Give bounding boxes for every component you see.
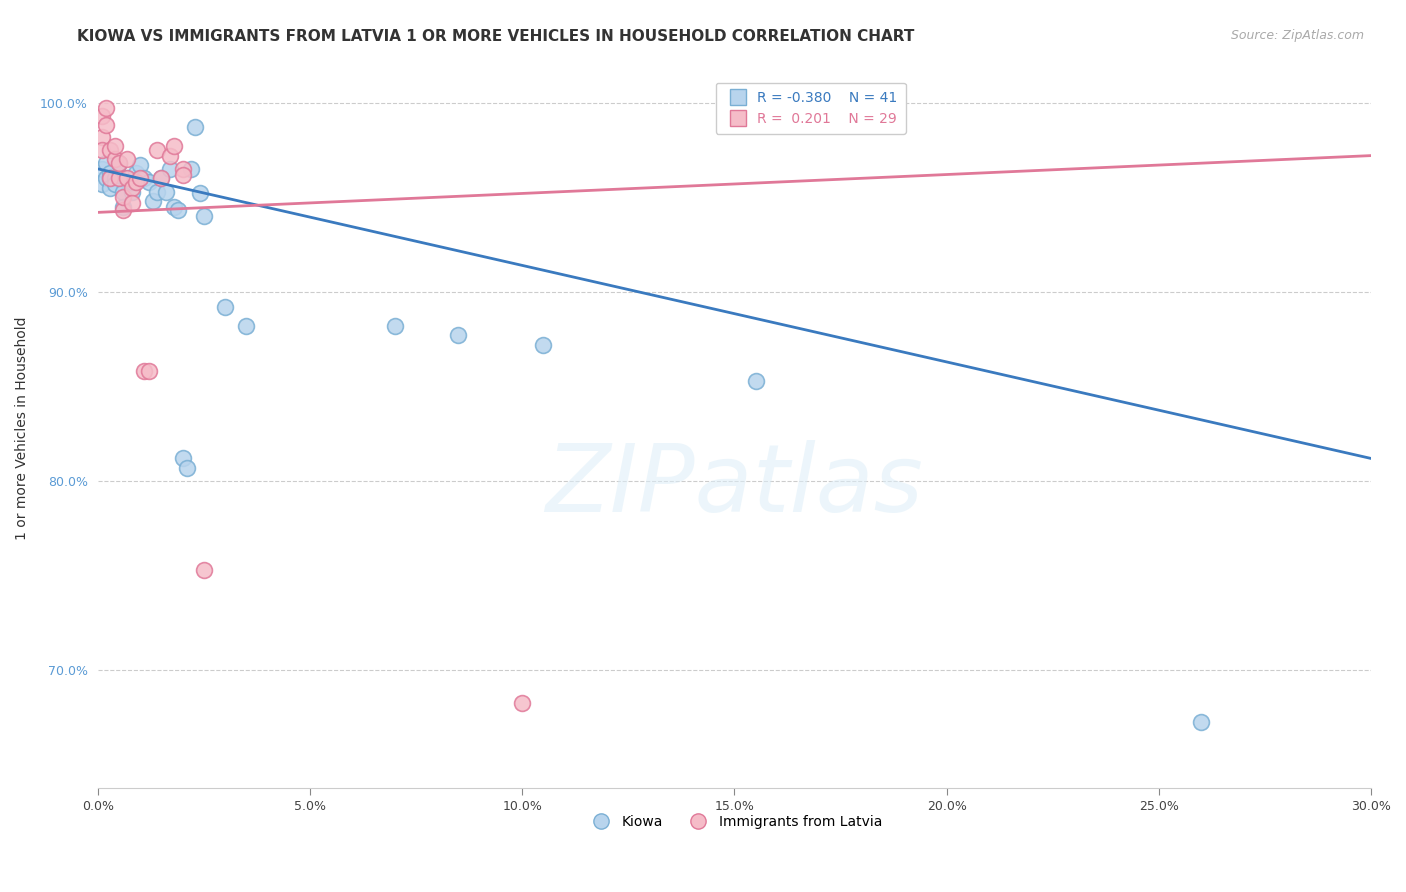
Point [176,461,198,475]
Point [112,190,135,204]
Point [134,171,156,186]
Point [112,200,135,214]
Point [159,161,181,176]
Point [384,318,406,333]
Point [214,300,236,314]
Point [180,161,202,176]
Point [108,156,131,170]
Point [188,186,211,201]
Point [125,166,148,180]
Point [447,328,470,343]
Point [112,185,135,199]
Point [146,143,169,157]
Point [172,451,194,466]
Point [163,139,186,153]
Point [108,171,131,186]
Point [100,166,122,180]
Point [138,364,160,378]
Point [104,139,127,153]
Point [100,181,122,195]
Point [184,120,207,135]
Point [96,101,118,115]
Point [235,318,257,333]
Point [138,175,160,189]
Point [744,374,766,388]
Point [172,161,194,176]
Point [100,143,122,157]
Point [121,181,143,195]
Point [91,109,114,123]
Point [129,158,152,172]
Point [121,195,143,210]
Point [96,118,118,132]
Text: KIOWA VS IMMIGRANTS FROM LATVIA 1 OR MORE VEHICLES IN HOUSEHOLD CORRELATION CHAR: KIOWA VS IMMIGRANTS FROM LATVIA 1 OR MOR… [77,29,915,44]
Point [91,161,114,176]
Point [121,185,143,199]
Point [100,171,122,186]
Point [121,175,143,189]
Point [96,156,118,170]
Point [142,194,165,208]
Text: ZIPatlas: ZIPatlas [546,441,924,532]
Legend: Kiowa, Immigrants from Latvia: Kiowa, Immigrants from Latvia [581,810,887,835]
Point [117,171,139,186]
Point [112,203,135,218]
Y-axis label: 1 or more Vehicles in Household: 1 or more Vehicles in Household [15,317,30,540]
Point [91,129,114,144]
Point [117,171,139,186]
Point [125,175,148,189]
Point [91,177,114,191]
Point [167,203,190,218]
Point [108,168,131,182]
Point [104,153,127,167]
Point [134,364,156,378]
Point [146,185,169,199]
Point [100,171,122,186]
Point [117,153,139,167]
Point [159,148,181,162]
Point [150,171,173,186]
Point [150,171,173,186]
Point [129,171,152,186]
Point [172,168,194,182]
Point [1189,714,1212,729]
Point [193,563,215,577]
Point [129,171,152,186]
Point [96,171,118,186]
Point [163,200,186,214]
Point [531,338,554,352]
Point [104,171,127,186]
Point [108,156,131,170]
Text: Source: ZipAtlas.com: Source: ZipAtlas.com [1230,29,1364,42]
Point [155,185,177,199]
Point [91,143,114,157]
Point [510,696,533,710]
Point [104,177,127,191]
Point [193,209,215,223]
